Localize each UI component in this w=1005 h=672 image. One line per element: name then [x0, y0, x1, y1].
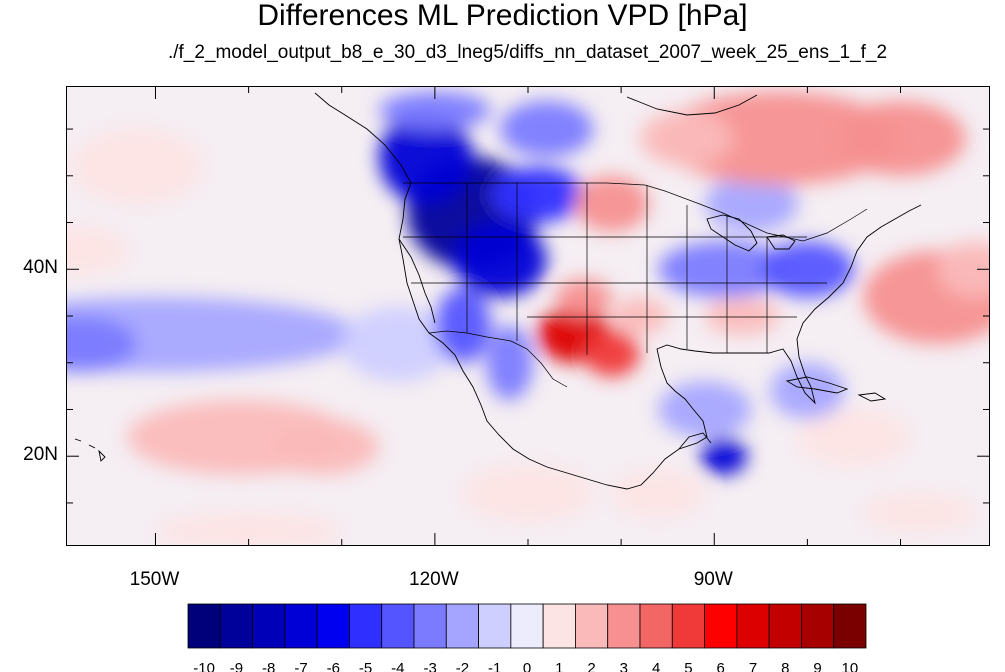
interior-grid-b: [403, 236, 827, 318]
page-title: Differences ML Prediction VPD [hPa]: [257, 0, 748, 32]
field-region-10: [490, 166, 584, 223]
colorbar-label: 5: [684, 660, 692, 672]
colorbar-swatch: [801, 603, 835, 649]
field-region-15: [555, 278, 612, 316]
field-region-28: [700, 437, 747, 475]
axis-ticks: [67, 87, 989, 545]
baja-peninsula: [398, 238, 436, 324]
map-plot-area[interactable]: [66, 86, 990, 546]
x-tick-label: 150W: [129, 569, 180, 590]
field-region-21: [704, 175, 799, 232]
colorbar-label: 4: [652, 660, 660, 672]
field-region-34: [155, 512, 342, 545]
us-mexico-border: [428, 330, 568, 388]
colorbar-swatch: [478, 603, 512, 649]
colorbar-swatch: [413, 603, 447, 649]
x-tick-label: 90W: [693, 569, 733, 590]
field-region-14: [583, 330, 640, 377]
field-region-3: [267, 418, 379, 475]
field-region-0: [67, 297, 361, 373]
colorbar-swatch: [445, 603, 479, 649]
field-region-11: [434, 287, 491, 363]
colorbar-label: -1: [488, 660, 501, 672]
field-region-20: [704, 297, 780, 335]
colorbar-swatch: [316, 603, 350, 649]
colorbar-label: 10: [842, 660, 859, 672]
coastlines: [74, 92, 922, 490]
field-region-16: [611, 297, 668, 335]
colorbar-label: 1: [555, 660, 563, 672]
y-tick-label: 20N: [23, 444, 58, 466]
field-region-22: [658, 91, 901, 186]
colorbar-label: -2: [456, 660, 469, 672]
field-region-12: [486, 325, 533, 401]
field-region-35: [378, 91, 491, 130]
field-region-9: [453, 222, 547, 298]
field-region-36: [500, 101, 594, 158]
colorbar-label: 9: [813, 660, 821, 672]
field-region-4: [67, 227, 128, 274]
page-subtitle: ./f_2_model_output_b8_e_30_d3_lneg5/diff…: [167, 42, 888, 63]
colorbar-swatch: [349, 603, 383, 649]
colorbar-label: -6: [327, 660, 340, 672]
colorbar-swatch: [381, 603, 415, 649]
colorbar-swatch: [768, 603, 802, 649]
field-contours: [67, 91, 989, 545]
field-region-17: [574, 175, 650, 232]
field-region-1: [67, 316, 137, 373]
yucatan: [678, 432, 712, 450]
colorbar-label: 7: [749, 660, 757, 672]
field-region-6: [341, 306, 454, 382]
hispaniola: [857, 392, 887, 402]
colorbar-swatch: [639, 603, 673, 649]
colorbar-swatch: [542, 603, 576, 649]
colorbar-label: 2: [587, 660, 595, 672]
colorbar-label: 0: [523, 660, 531, 672]
colorbar-swatch: [575, 603, 609, 649]
colorbar-swatch: [704, 603, 738, 649]
colorbar-label: -5: [359, 660, 372, 672]
y-tick-label: 40N: [23, 257, 58, 279]
field-region-8: [378, 110, 473, 204]
colorbar-label: -9: [230, 660, 243, 672]
field-region-32: [863, 493, 976, 531]
colorbar-swatch: [671, 603, 705, 649]
us-canada-border: [403, 182, 868, 242]
field-region-30: [770, 362, 845, 419]
colorbar-swatch: [187, 603, 221, 649]
colorbar-swatch: [736, 603, 770, 649]
field-region-24: [639, 110, 733, 167]
colorbar-swatch: [510, 603, 544, 649]
vpd-difference-field: [67, 87, 989, 545]
field-region-27: [658, 381, 752, 438]
colorbar-swatch: [833, 603, 867, 649]
field-region-5: [71, 129, 203, 204]
colorbar-label: 3: [620, 660, 628, 672]
colorbar-label: -8: [262, 660, 275, 672]
north-america-coastline: [314, 92, 922, 490]
field-region-26: [937, 241, 989, 298]
field-region-23: [835, 101, 966, 176]
field-region-29: [798, 409, 910, 466]
cuba: [785, 376, 849, 394]
colorbar-label: -3: [423, 660, 436, 672]
colorbar-label: -4: [391, 660, 404, 672]
hudson-bay: [626, 94, 758, 116]
colorbar-label: -7: [294, 660, 307, 672]
colorbar-label: 8: [781, 660, 789, 672]
colorbar-label: -10: [193, 660, 215, 672]
colorbar-swatch: [284, 603, 318, 649]
colorbar-label: 6: [717, 660, 725, 672]
hawaii: [74, 438, 106, 462]
interior-grid-a: [466, 183, 768, 355]
state-borders: [403, 182, 868, 388]
field-region-33: [611, 470, 705, 517]
colorbar-swatch: [219, 603, 253, 649]
x-tick-label: 120W: [409, 569, 459, 590]
colorbar-swatch: [252, 603, 286, 649]
field-region-31: [462, 465, 594, 522]
colorbar-swatch: [607, 603, 641, 649]
